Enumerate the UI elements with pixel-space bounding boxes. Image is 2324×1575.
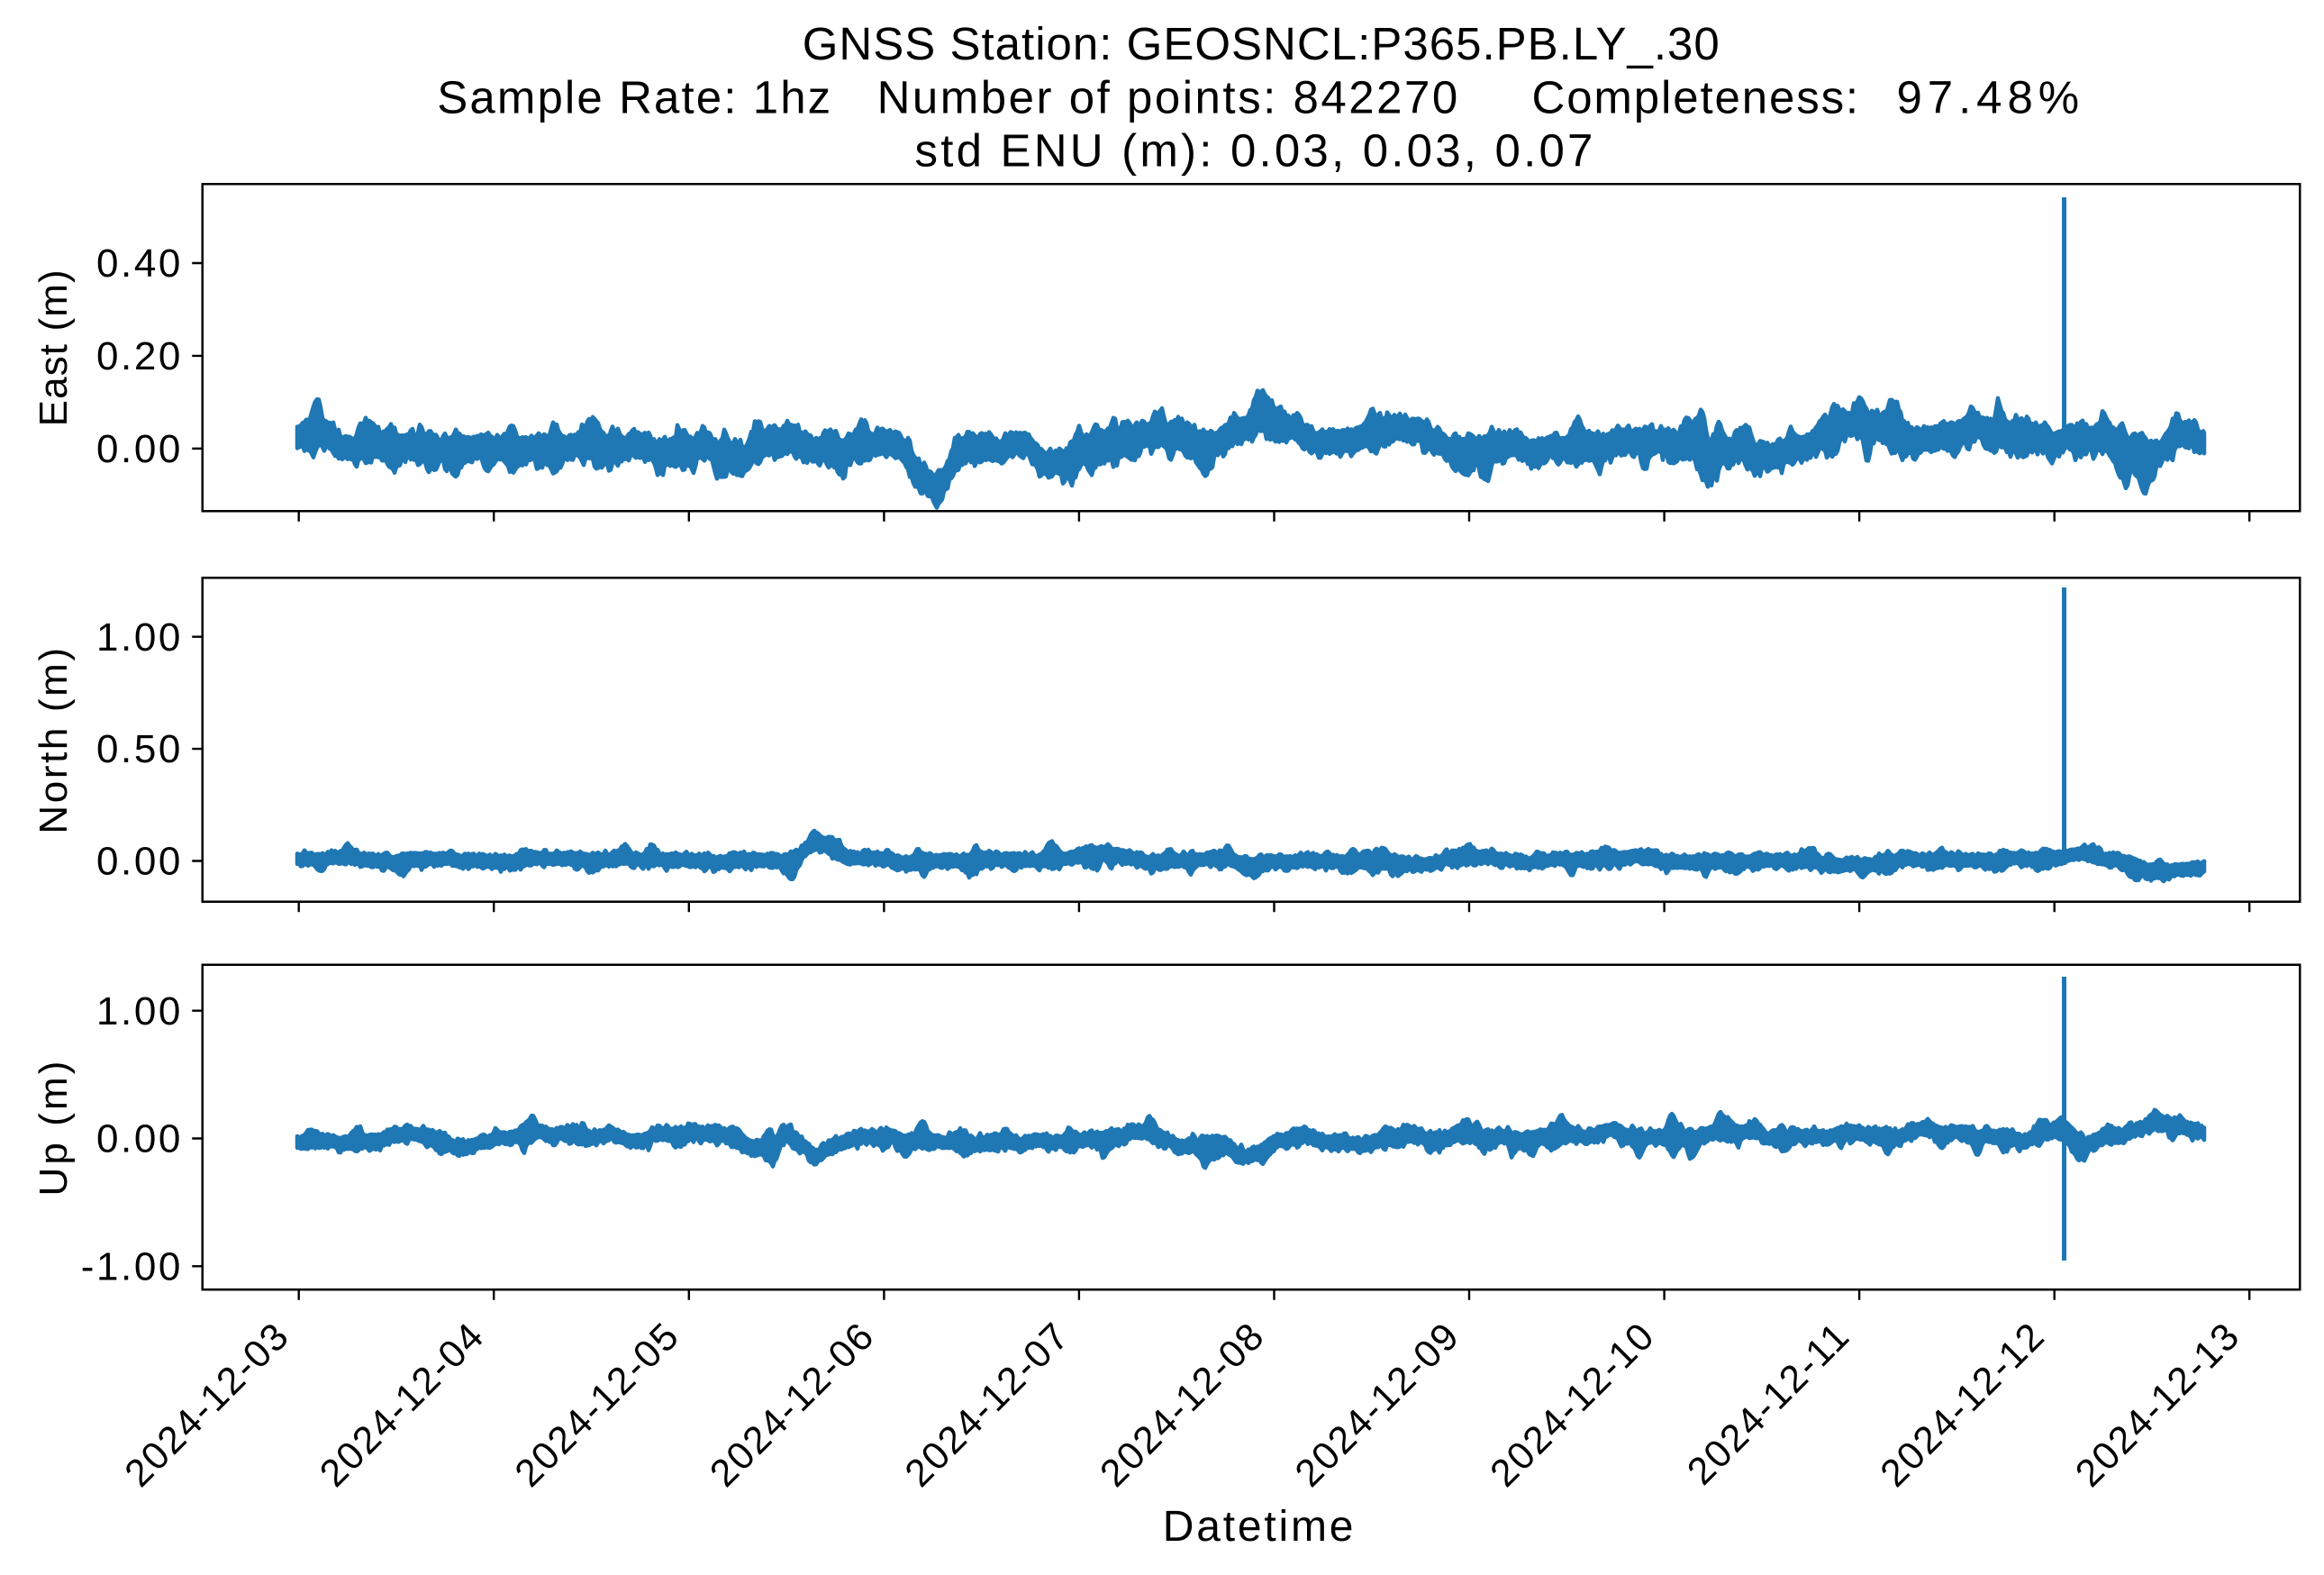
svg-text:0.00: 0.00: [96, 427, 183, 471]
svg-text:Up (m): Up (m): [32, 1058, 76, 1196]
svg-text:East (m): East (m): [32, 269, 76, 426]
svg-text:Number of points: 842270: Number of points: 842270: [877, 71, 1460, 123]
svg-text:0.50: 0.50: [96, 727, 183, 771]
svg-text:North (m): North (m): [32, 645, 76, 833]
svg-text:1.00: 1.00: [96, 615, 183, 660]
svg-text:Completeness:: Completeness:: [1532, 71, 1860, 123]
svg-text:0.00: 0.00: [96, 1117, 183, 1161]
svg-text:97.48%: 97.48%: [1897, 71, 2085, 123]
svg-text:GNSS Station: GEOSNCL:P365.PB.: GNSS Station: GEOSNCL:P365.PB.LY_.30: [803, 18, 1720, 69]
svg-text:std ENU (m): 0.03, 0.03, 0.07: std ENU (m): 0.03, 0.03, 0.07: [915, 124, 1596, 176]
svg-text:0.00: 0.00: [96, 840, 183, 884]
svg-text:Datetime: Datetime: [1163, 1503, 1356, 1551]
svg-text:0.20: 0.20: [96, 334, 183, 378]
svg-text:Sample Rate: 1hz: Sample Rate: 1hz: [437, 71, 832, 123]
svg-text:-1.00: -1.00: [81, 1245, 183, 1289]
svg-text:0.40: 0.40: [96, 241, 183, 286]
svg-text:1.00: 1.00: [96, 989, 183, 1033]
